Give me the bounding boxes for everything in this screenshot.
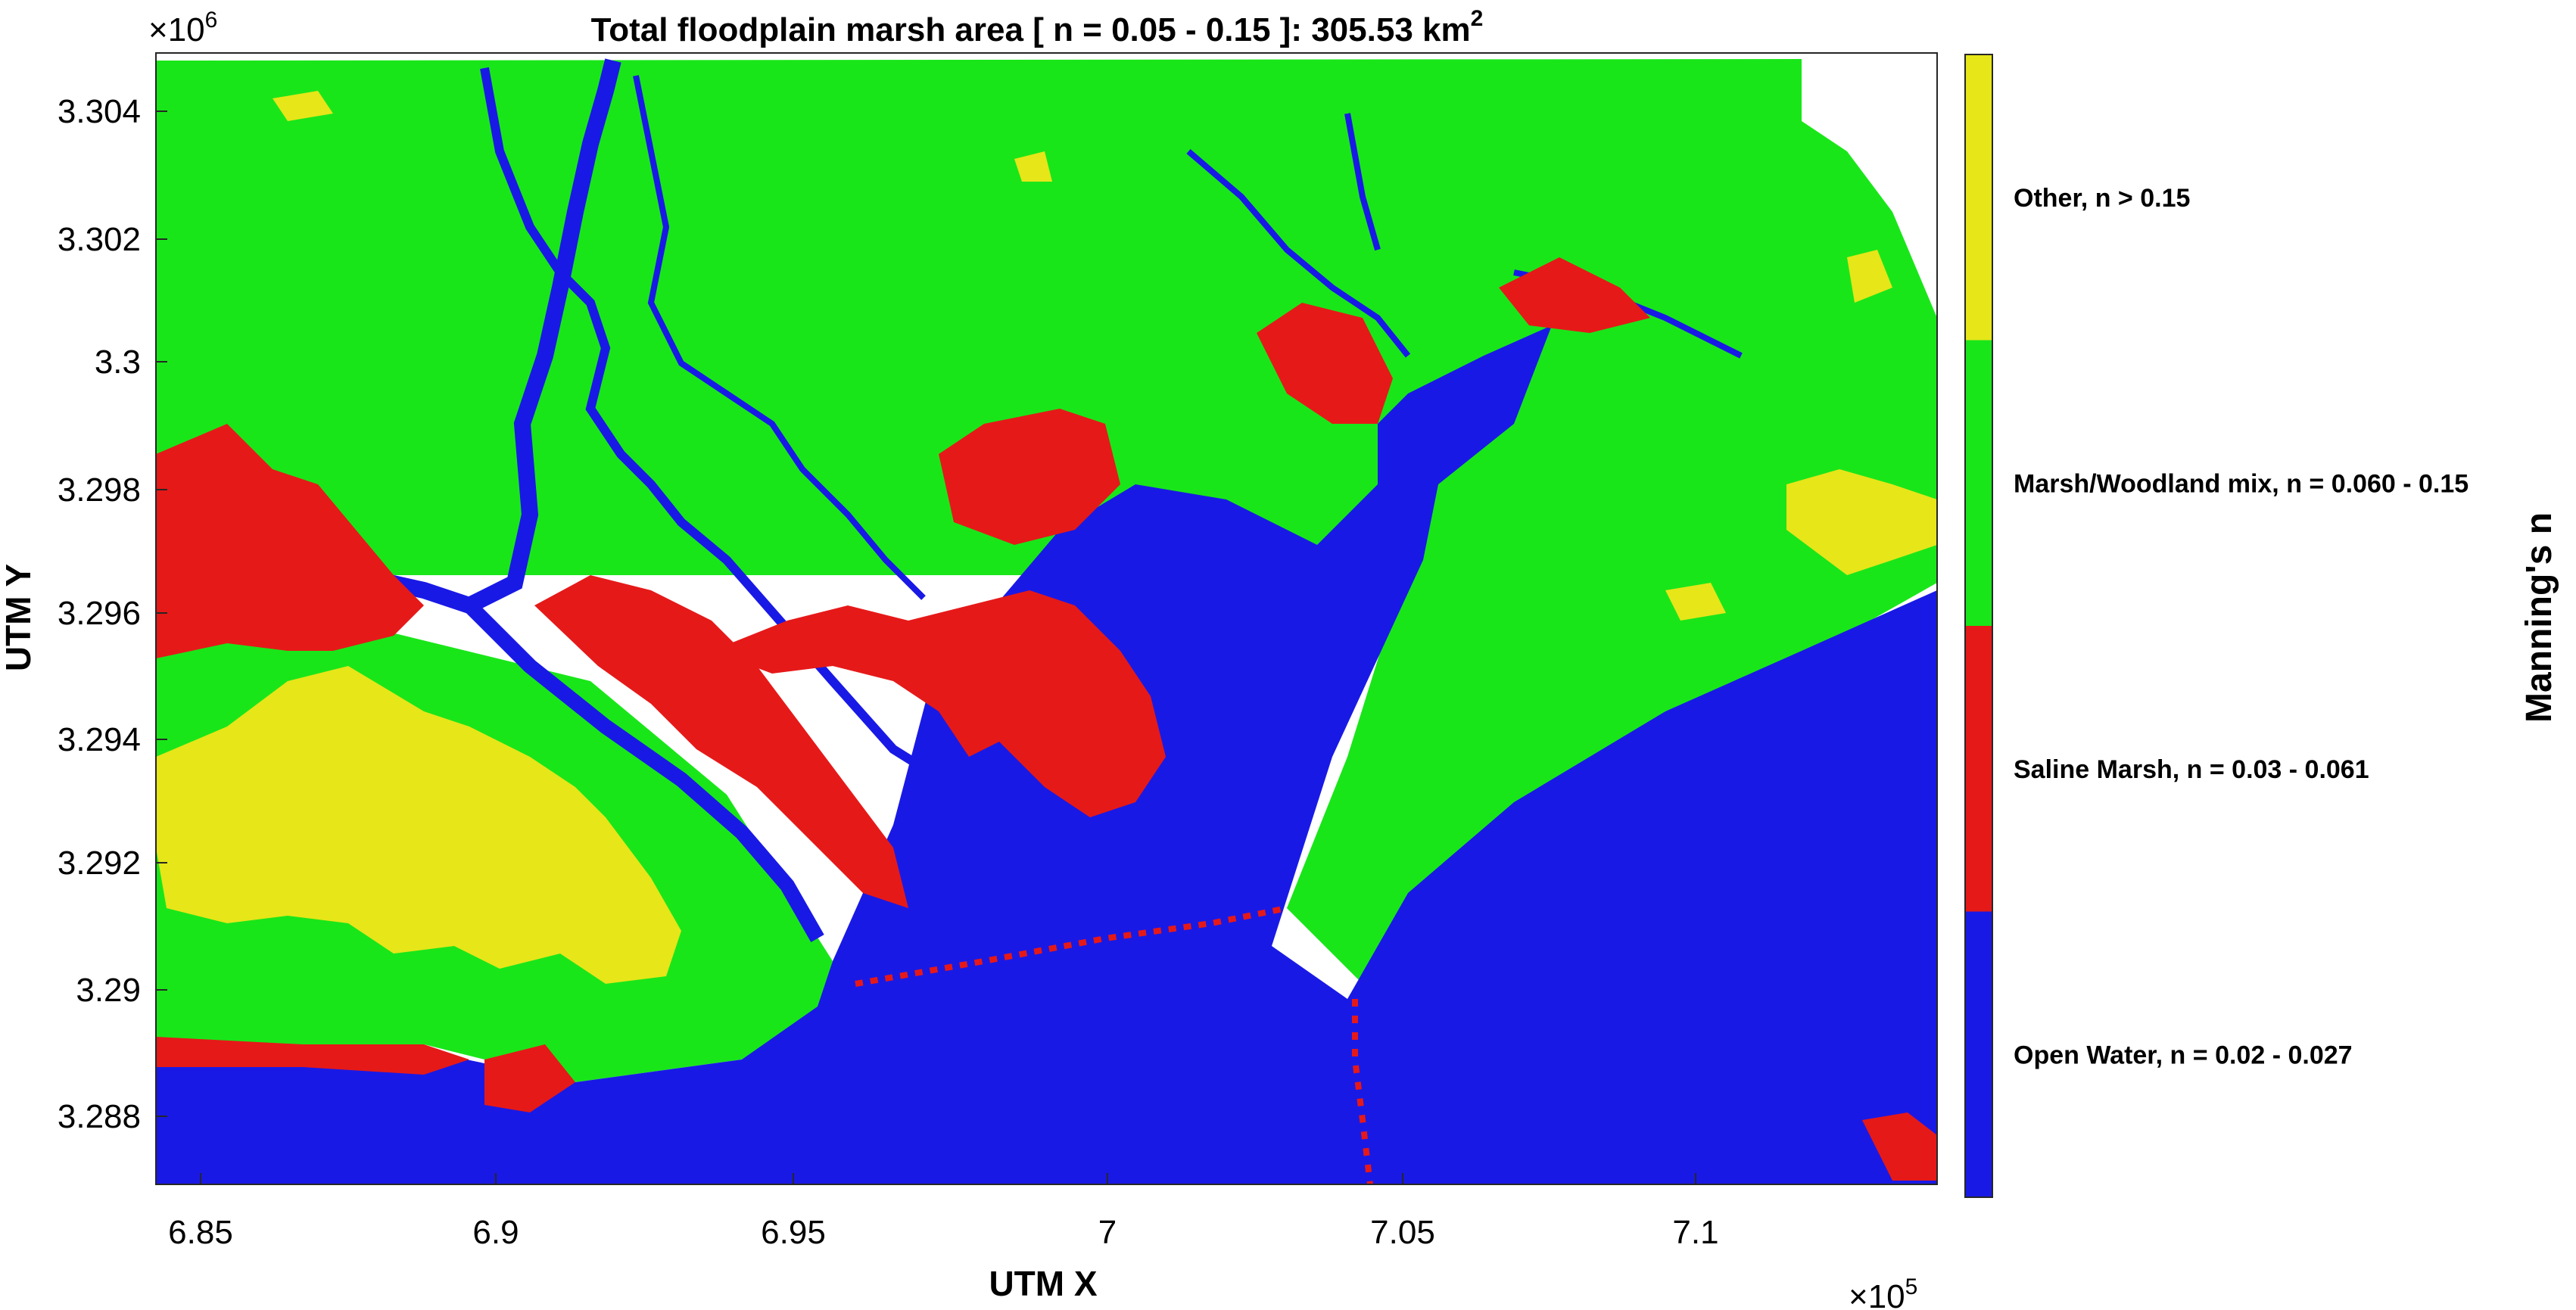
x-tick-label: 6.85	[168, 1214, 233, 1251]
y-axis-multiplier: ×106	[148, 8, 217, 48]
x-tick-label: 6.9	[472, 1214, 519, 1251]
y-tick-label: 3.292	[58, 845, 141, 882]
y-tick-label: 3.304	[58, 93, 141, 130]
other-class-patches	[156, 91, 1937, 984]
colorbar: Other, n > 0.15 Marsh/Woodland mix, n = 0…	[1964, 54, 2469, 1198]
x-axis-label: UTM X	[989, 1264, 1097, 1303]
colorbar-class-label: Other, n > 0.15	[2014, 184, 2190, 213]
x-axis-multiplier: ×105	[1849, 1274, 1917, 1310]
map-panel	[155, 52, 1938, 1185]
x-tick-label: 6.95	[761, 1214, 826, 1251]
channel-marker-line	[1352, 999, 1373, 1184]
y-tick-label: 3.288	[58, 1098, 141, 1135]
marsh-woodland-region	[156, 59, 1937, 575]
x-axis-ticks: 6.85 6.9 6.95 7 7.05 7.1	[168, 1173, 1719, 1251]
river-channel-3	[633, 75, 926, 600]
colorbar-class-label: Open Water, n = 0.02 - 0.027	[2014, 1041, 2353, 1069]
x-tick-label: 7	[1098, 1214, 1117, 1251]
marsh-woodland-east-peninsula	[1287, 394, 1937, 984]
axes-frame	[155, 52, 1938, 1185]
colorbar-segment	[1965, 54, 1992, 341]
y-tick-label: 3.29	[76, 972, 141, 1009]
y-tick-label: 3.302	[58, 221, 141, 258]
colorbar-class-label: Marsh/Woodland mix, n = 0.060 - 0.15	[2014, 469, 2469, 498]
y-tick-label: 3.298	[58, 471, 141, 509]
y-axis-label: UTM Y	[0, 564, 38, 671]
map-title-superscript: 2	[1471, 6, 1484, 31]
colorbar-segment	[1965, 340, 1992, 626]
colorbar-frame	[1964, 54, 1993, 1198]
colorbar-segment	[1965, 626, 1992, 912]
y-tick-label: 3.3	[95, 344, 141, 381]
x-tick-label: 7.1	[1672, 1214, 1718, 1251]
colorbar-title: Manning's n	[2519, 512, 2559, 723]
saline-marsh-patches	[156, 257, 1937, 1181]
y-axis-ticks: 3.304 3.302 3.3 3.298 3.296 3.294 3.292 3.29 3.2…	[58, 93, 167, 1135]
colorbar-segment	[1965, 911, 1992, 1197]
river-channel-4	[463, 599, 824, 942]
map-title-main: Total floodplain marsh area [ n = 0.05 -…	[591, 11, 1471, 48]
y-tick-label: 3.294	[58, 721, 141, 758]
colorbar-class-label: Saline Marsh, n = 0.03 - 0.061	[2014, 755, 2369, 784]
y-tick-label: 3.296	[58, 595, 141, 632]
x-tick-label: 7.05	[1370, 1214, 1435, 1251]
map-title: Total floodplain marsh area [ n = 0.05 -…	[591, 6, 1484, 48]
